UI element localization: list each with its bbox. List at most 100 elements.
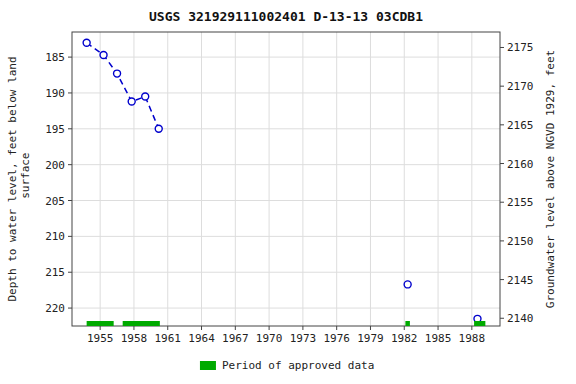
y-tick-label: 185 — [45, 51, 65, 64]
series-marker — [114, 70, 121, 77]
legend-label: Period of approved data — [222, 359, 374, 372]
y-tick — [68, 272, 72, 273]
x-tick — [235, 326, 236, 330]
x-tick — [302, 326, 303, 330]
y2-axis: 2140 2145 2150 2155 2160 2165 2170 2175 — [500, 41, 534, 325]
x-tick-label: 1970 — [256, 332, 283, 345]
y-axis-label: Depth to water level, feet below land su… — [6, 56, 32, 301]
grid-line-x — [133, 32, 134, 326]
y2-tick — [500, 318, 504, 319]
y-tick — [68, 164, 72, 165]
approved-period-bar — [87, 321, 114, 326]
y2-tick-label: 2150 — [507, 235, 534, 248]
x-tick — [370, 326, 371, 330]
x-tick-label: 1967 — [222, 332, 249, 345]
y-tick-label: 195 — [45, 123, 65, 136]
y-axis: 185 190 195 200 205 210 215 220 — [45, 51, 72, 315]
grid-line-x — [336, 32, 337, 326]
y-tick — [68, 236, 72, 237]
x-tick — [100, 326, 101, 330]
x-tick-label: 1973 — [290, 332, 317, 345]
y2-tick — [500, 86, 504, 87]
x-tick-label: 1961 — [154, 332, 181, 345]
grid-line-y — [72, 308, 500, 309]
series-marker — [155, 125, 162, 132]
y-tick-label: 205 — [45, 195, 65, 208]
y-tick — [68, 128, 72, 129]
grid-line-y — [72, 57, 500, 58]
grid-line-y — [72, 272, 500, 273]
y-tick-label: 190 — [45, 87, 65, 100]
grid-line-x — [438, 32, 439, 326]
y2-tick — [500, 279, 504, 280]
data — [83, 39, 485, 326]
x-tick — [438, 326, 439, 330]
y-tick — [68, 200, 72, 201]
approved-period-bar — [123, 321, 160, 326]
y2-tick-label: 2175 — [507, 41, 534, 54]
background — [0, 0, 576, 384]
y2-tick-label: 2145 — [507, 274, 534, 287]
grid-line-x — [100, 32, 101, 326]
x-tick-label: 1976 — [323, 332, 350, 345]
series-marker — [142, 93, 149, 100]
y2-tick-label: 2165 — [507, 119, 534, 132]
x-tick-label: 1958 — [121, 332, 148, 345]
x-tick — [201, 326, 202, 330]
y2-tick — [500, 47, 504, 48]
y-tick-label: 210 — [45, 230, 65, 243]
y-tick — [68, 92, 72, 93]
x-tick — [133, 326, 134, 330]
x-tick-label: 1955 — [87, 332, 114, 345]
series-marker — [404, 281, 411, 288]
grid-line-x — [471, 32, 472, 326]
grid-line-x — [201, 32, 202, 326]
grid-line-x — [235, 32, 236, 326]
y2-tick-label: 2155 — [507, 196, 534, 209]
x-tick — [167, 326, 168, 330]
title: USGS 321929111002401 D-13-13 03CDB1 — [149, 9, 423, 24]
approved-period-bar — [474, 321, 485, 326]
x-tick — [404, 326, 405, 330]
series-line — [87, 43, 159, 129]
approved-period-bar — [405, 321, 410, 326]
y-axis-label-line: surface — [19, 153, 32, 206]
x-tick-label: 1979 — [357, 332, 384, 345]
grid — [72, 32, 500, 326]
y-tick — [68, 57, 72, 58]
chart: 1955 1958 1961 1964 1967 1970 1973 1976 1979 1982… — [0, 0, 576, 384]
y2-tick — [500, 240, 504, 241]
series-marker — [128, 98, 135, 105]
x-tick — [471, 326, 472, 330]
grid-line-x — [302, 32, 303, 326]
x-tick — [336, 326, 337, 330]
y2-tick — [500, 124, 504, 125]
y2-tick — [500, 202, 504, 203]
y-tick-label: 220 — [45, 302, 65, 315]
y2-tick-label: 2140 — [507, 312, 534, 325]
grid-line-y — [72, 92, 500, 93]
y-axis-label-line: Depth to water level, feet below land — [6, 56, 19, 301]
grid-line-y — [72, 236, 500, 237]
series-marker — [83, 39, 90, 46]
y-tick-label: 200 — [45, 159, 65, 172]
grid-line-y — [72, 128, 500, 129]
y2-tick — [500, 163, 504, 164]
x-tick-label: 1988 — [459, 332, 486, 345]
y2-tick-label: 2170 — [507, 80, 534, 93]
y2-tick-label: 2160 — [507, 158, 534, 171]
legend: Period of approved data — [200, 359, 374, 372]
y-tick-label: 215 — [45, 266, 65, 279]
grid-line-x — [167, 32, 168, 326]
legend-swatch — [200, 361, 216, 370]
x-tick-label: 1982 — [391, 332, 418, 345]
series-marker — [100, 51, 107, 58]
x-tick-label: 1964 — [188, 332, 215, 345]
grid-line-x — [370, 32, 371, 326]
plot-frame — [72, 32, 500, 326]
y2-axis-label: Groundwater level above NGVD 1929, feet — [544, 50, 557, 308]
y-tick — [68, 308, 72, 309]
x-tick-label: 1985 — [425, 332, 452, 345]
x-axis: 1955 1958 1961 1964 1967 1970 1973 1976 1979 1982… — [87, 326, 485, 345]
grid-line-y — [72, 200, 500, 201]
